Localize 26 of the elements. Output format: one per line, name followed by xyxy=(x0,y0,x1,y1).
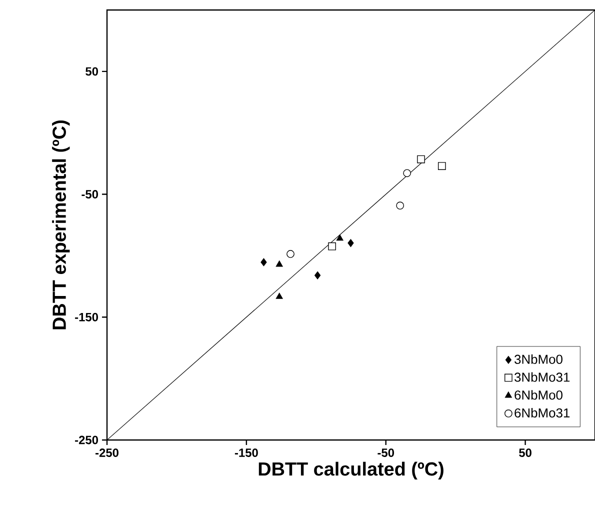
point xyxy=(276,292,283,299)
point xyxy=(314,271,321,280)
point xyxy=(336,234,344,241)
legend-label: 3NbMo0 xyxy=(514,354,562,364)
legend-label: 6NbMo0 xyxy=(514,390,562,400)
point xyxy=(328,242,336,250)
legend-label: 3NbMo31 xyxy=(514,372,570,382)
point xyxy=(438,162,446,170)
x-tick-label: -150 xyxy=(234,448,258,457)
x-tick-label: -50 xyxy=(378,448,394,457)
y-tick-label: -50 xyxy=(82,190,98,198)
point xyxy=(403,169,411,178)
legend-label: 6NbMo31 xyxy=(514,408,570,418)
y-tick-label: 50 xyxy=(86,67,98,76)
point xyxy=(286,250,294,258)
y-axis-title: DBTT experimental (ºC) xyxy=(52,120,70,330)
x-axis-title: DBTT calculated (ºC) xyxy=(258,462,444,480)
point xyxy=(276,260,283,267)
point xyxy=(396,202,404,210)
point xyxy=(417,155,425,164)
y-tick-label: -150 xyxy=(75,312,98,322)
x-tick-label: -250 xyxy=(96,448,118,457)
y-tick-label: -250 xyxy=(75,436,98,444)
x-tick-label: 50 xyxy=(519,448,532,457)
point xyxy=(260,258,267,266)
point xyxy=(348,239,354,247)
